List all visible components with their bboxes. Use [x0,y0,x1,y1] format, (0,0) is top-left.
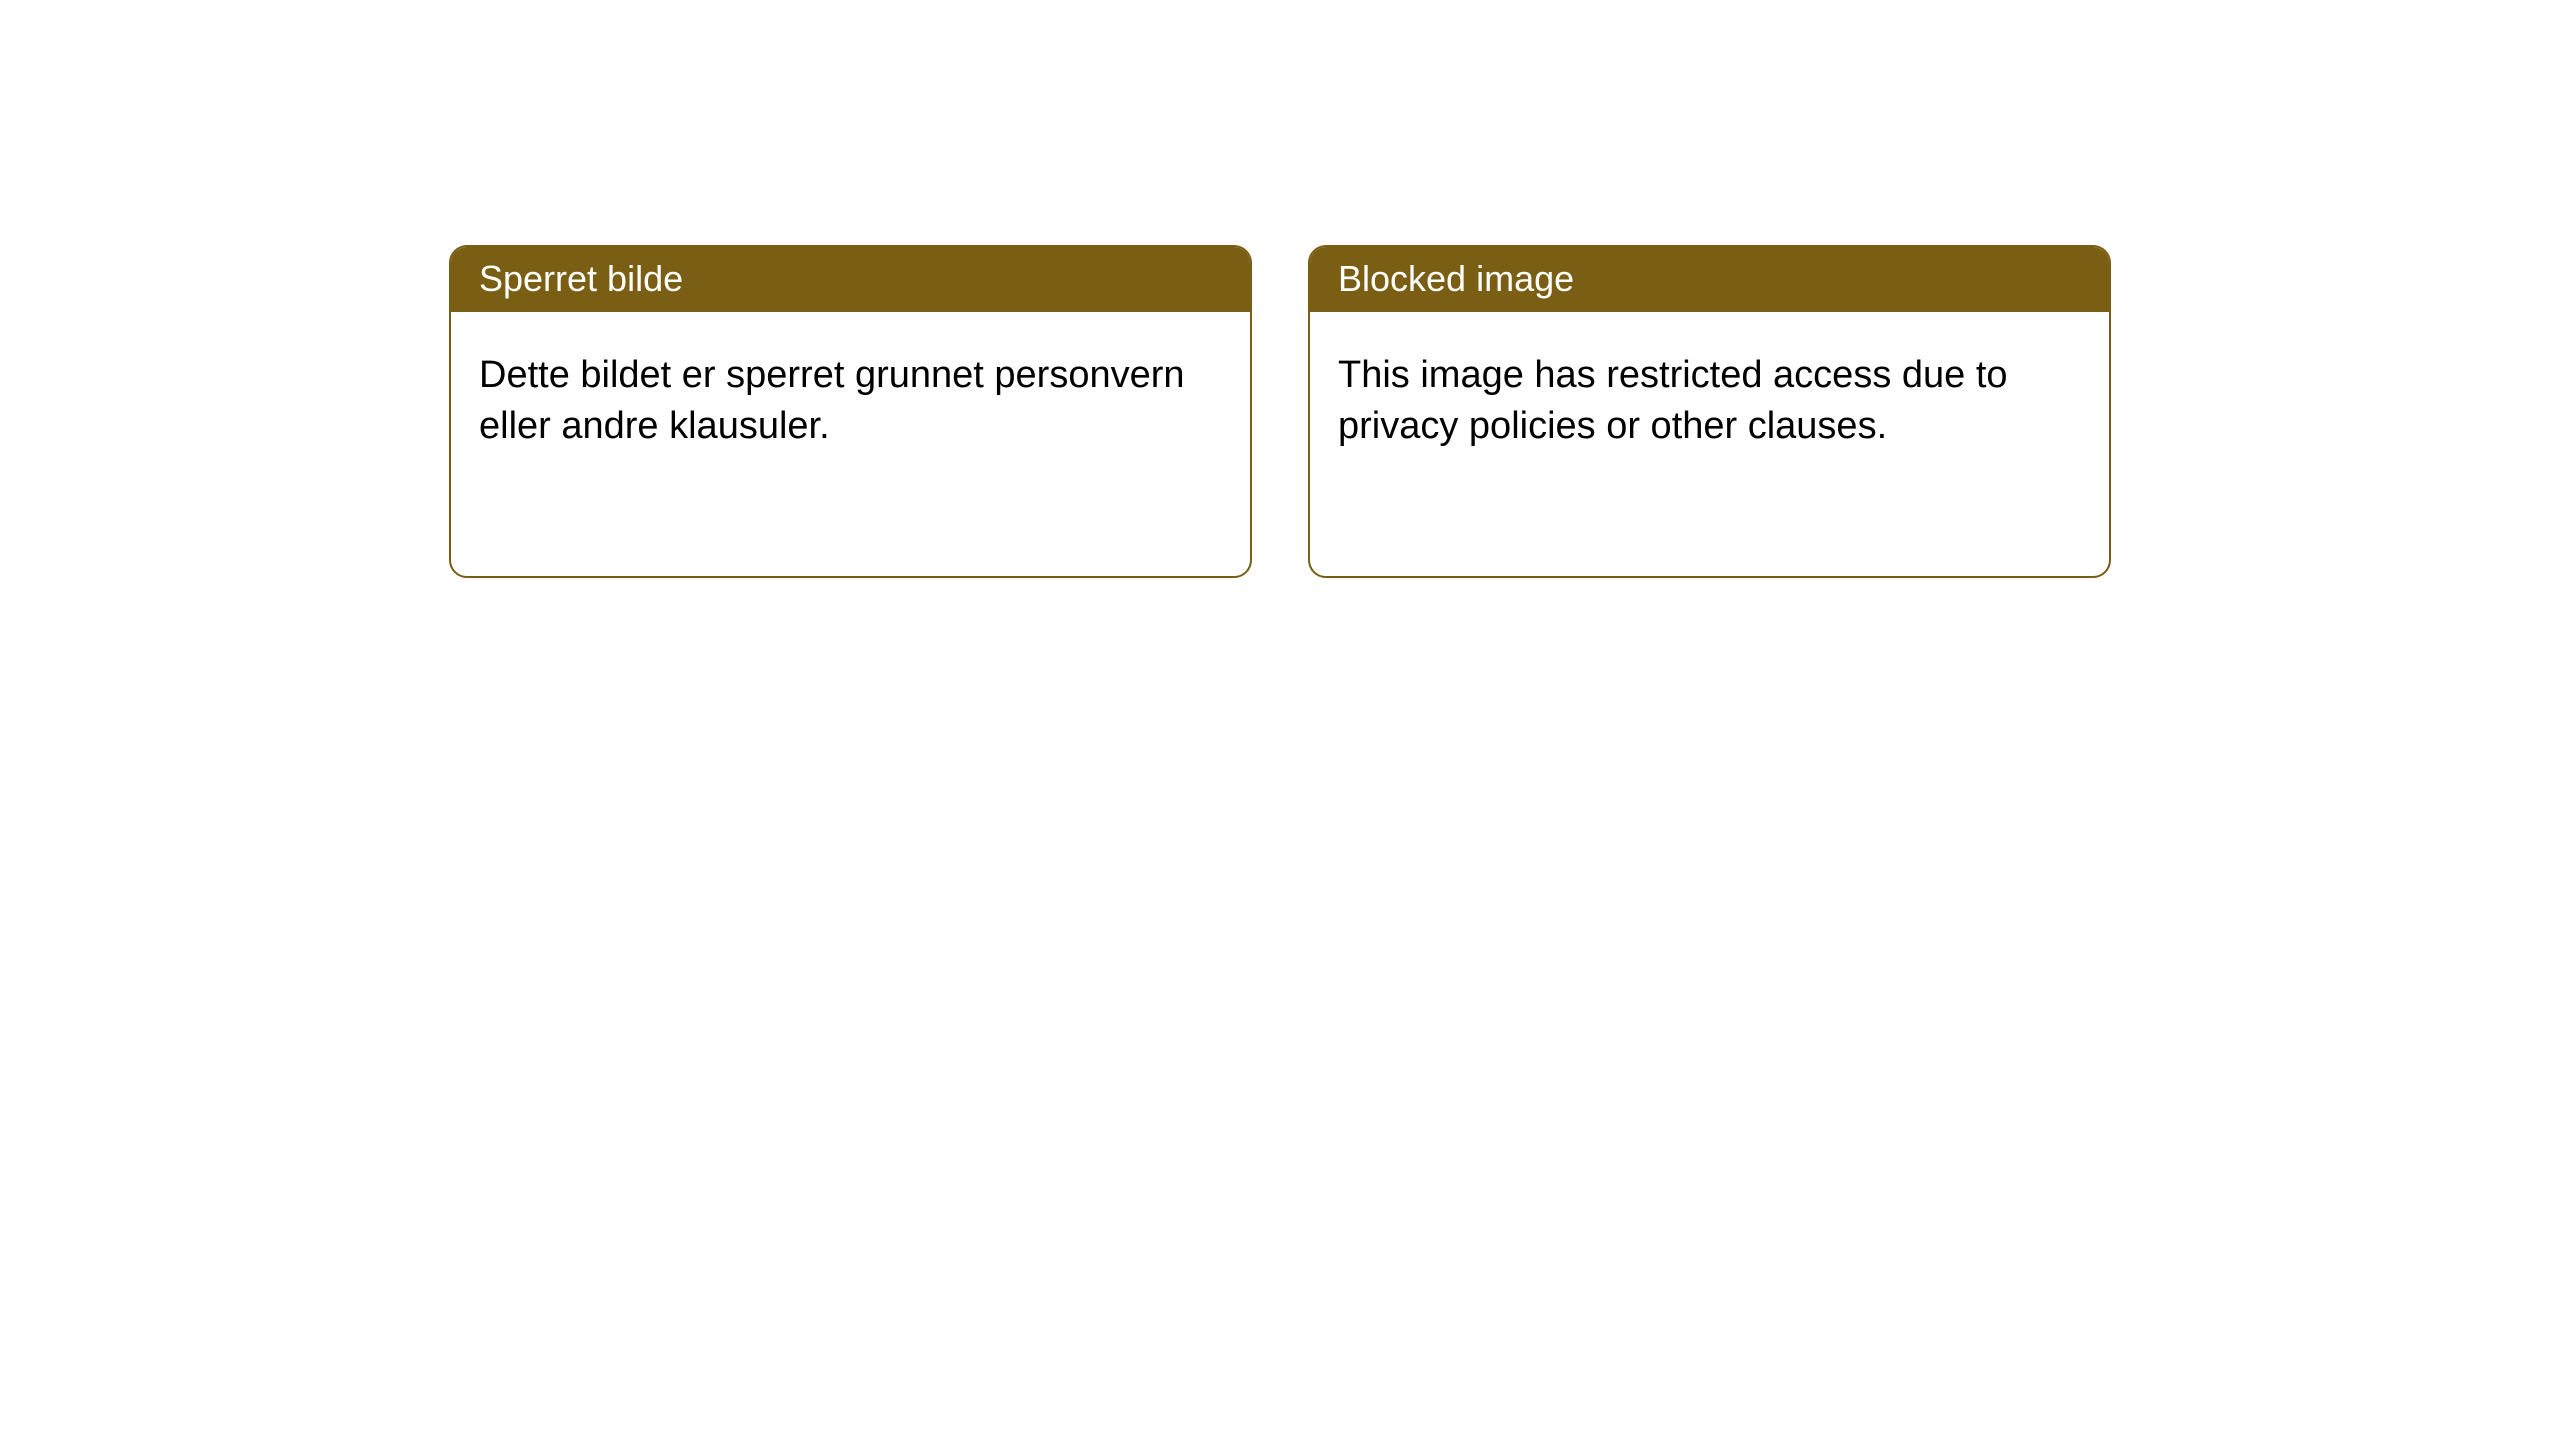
notice-card-en-title: Blocked image [1310,247,2109,312]
notice-card-no: Sperret bilde Dette bildet er sperret gr… [449,245,1252,578]
notice-card-en: Blocked image This image has restricted … [1308,245,2111,578]
notice-card-no-title: Sperret bilde [451,247,1250,312]
notice-cards-row: Sperret bilde Dette bildet er sperret gr… [0,0,2560,578]
notice-card-no-body: Dette bildet er sperret grunnet personve… [451,312,1250,491]
notice-card-en-body: This image has restricted access due to … [1310,312,2109,491]
